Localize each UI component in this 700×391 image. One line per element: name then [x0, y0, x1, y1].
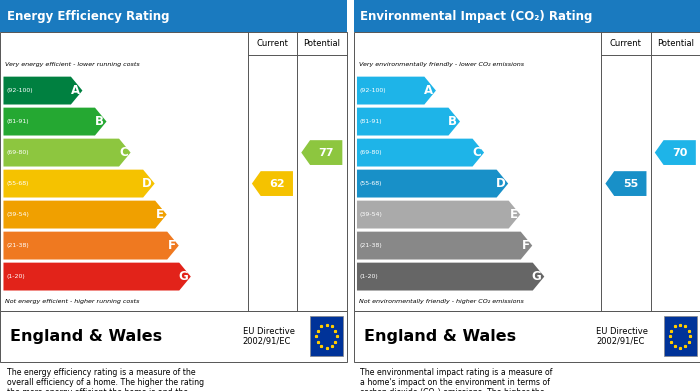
Text: Not energy efficient - higher running costs: Not energy efficient - higher running co…: [5, 299, 140, 304]
Polygon shape: [4, 231, 178, 260]
Polygon shape: [4, 170, 155, 197]
Bar: [0, 0, 346, 32]
Polygon shape: [357, 108, 460, 136]
Polygon shape: [357, 201, 520, 228]
Text: C: C: [473, 146, 482, 159]
Polygon shape: [357, 231, 532, 260]
Text: 62: 62: [269, 179, 285, 188]
Bar: [310, 316, 343, 356]
Polygon shape: [4, 108, 106, 136]
Text: C: C: [119, 146, 128, 159]
Polygon shape: [4, 139, 131, 167]
Bar: [354, 311, 700, 362]
Polygon shape: [4, 77, 83, 104]
Text: (81-91): (81-91): [6, 119, 29, 124]
Text: The environmental impact rating is a measure of
a home's impact on the environme: The environmental impact rating is a mea…: [360, 368, 553, 391]
Text: (1-20): (1-20): [6, 274, 25, 279]
Polygon shape: [252, 171, 293, 196]
Polygon shape: [606, 171, 647, 196]
Text: (69-80): (69-80): [6, 150, 29, 155]
Text: F: F: [168, 239, 176, 252]
Text: (21-38): (21-38): [6, 243, 29, 248]
Bar: [664, 316, 696, 356]
Text: D: D: [496, 177, 505, 190]
Bar: [354, 0, 700, 32]
Text: (39-54): (39-54): [6, 212, 29, 217]
Polygon shape: [301, 140, 342, 165]
Bar: [0, 311, 346, 362]
Text: E: E: [156, 208, 164, 221]
Polygon shape: [357, 170, 508, 197]
Text: England & Wales: England & Wales: [364, 329, 516, 344]
Text: Not environmentally friendly - higher CO₂ emissions: Not environmentally friendly - higher CO…: [358, 299, 524, 304]
Polygon shape: [357, 77, 436, 104]
Polygon shape: [357, 263, 545, 291]
Text: 77: 77: [318, 147, 334, 158]
Text: G: G: [178, 270, 188, 283]
Text: Potential: Potential: [657, 39, 694, 48]
Polygon shape: [357, 139, 484, 167]
Text: (1-20): (1-20): [360, 274, 379, 279]
Bar: [354, 32, 700, 311]
Text: A: A: [71, 84, 80, 97]
Polygon shape: [654, 140, 696, 165]
Text: EU Directive
2002/91/EC: EU Directive 2002/91/EC: [242, 326, 295, 346]
Polygon shape: [4, 201, 167, 228]
Text: Current: Current: [256, 39, 288, 48]
Text: D: D: [142, 177, 152, 190]
Text: Environmental Impact (CO₂) Rating: Environmental Impact (CO₂) Rating: [360, 9, 593, 23]
Polygon shape: [4, 263, 191, 291]
Text: (39-54): (39-54): [360, 212, 383, 217]
Text: Potential: Potential: [303, 39, 340, 48]
Text: B: B: [448, 115, 457, 128]
Text: 70: 70: [672, 147, 687, 158]
Bar: [0, 32, 346, 311]
Text: (92-100): (92-100): [360, 88, 386, 93]
Text: (69-80): (69-80): [360, 150, 382, 155]
Text: Current: Current: [610, 39, 642, 48]
Text: (55-68): (55-68): [360, 181, 382, 186]
Text: (81-91): (81-91): [360, 119, 382, 124]
Text: (55-68): (55-68): [6, 181, 29, 186]
Text: A: A: [424, 84, 433, 97]
Text: England & Wales: England & Wales: [10, 329, 162, 344]
Text: F: F: [522, 239, 529, 252]
Text: Very energy efficient - lower running costs: Very energy efficient - lower running co…: [5, 63, 140, 67]
Text: The energy efficiency rating is a measure of the
overall efficiency of a home. T: The energy efficiency rating is a measur…: [7, 368, 204, 391]
Text: (21-38): (21-38): [360, 243, 382, 248]
Text: 55: 55: [623, 179, 638, 188]
Text: EU Directive
2002/91/EC: EU Directive 2002/91/EC: [596, 326, 648, 346]
Text: G: G: [532, 270, 542, 283]
Text: Very environmentally friendly - lower CO₂ emissions: Very environmentally friendly - lower CO…: [358, 63, 524, 67]
Text: B: B: [94, 115, 104, 128]
Text: (92-100): (92-100): [6, 88, 33, 93]
Text: E: E: [510, 208, 517, 221]
Text: Energy Efficiency Rating: Energy Efficiency Rating: [7, 9, 169, 23]
